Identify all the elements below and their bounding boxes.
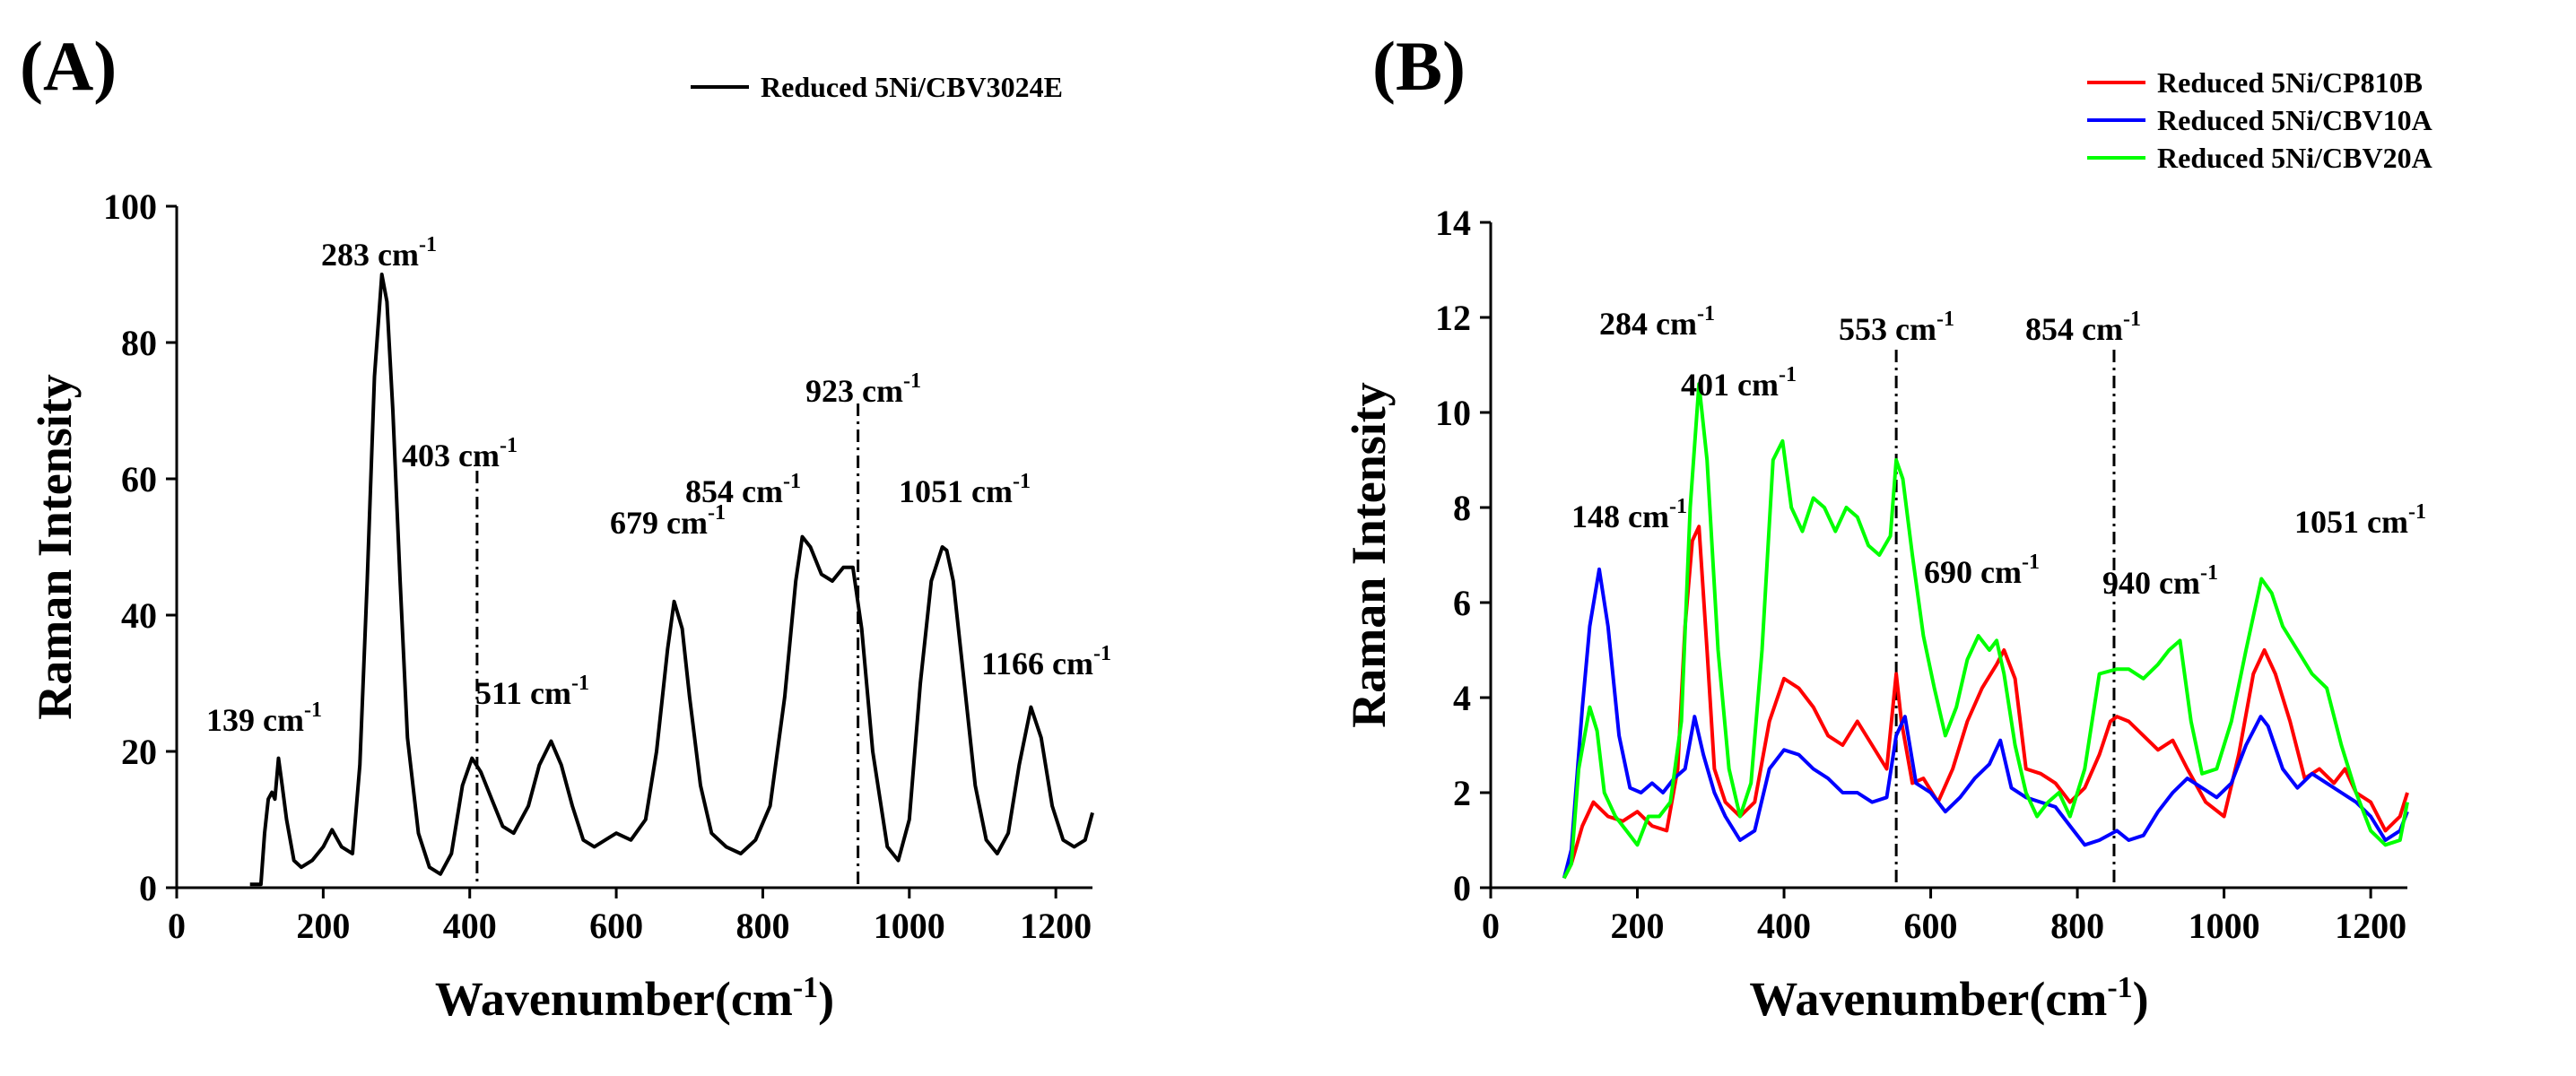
panelB-peak-annotation: 553 cm-1 — [1839, 308, 1954, 347]
panelB-y-tick-label: 4 — [1453, 678, 1471, 718]
panelB-x-tick-label: 0 — [1482, 906, 1500, 946]
panelA-peak-annotation: 679 cm-1 — [610, 501, 726, 541]
panelB-x-tick-label: 600 — [1904, 906, 1958, 946]
panelA-x-tick-label: 1200 — [1020, 906, 1092, 946]
panelB-peak-annotation: 284 cm-1 — [1599, 302, 1715, 342]
panelB-y-tick-label: 8 — [1453, 488, 1471, 528]
panelA-y-tick-label: 20 — [121, 732, 157, 772]
panelB-legend-label-1: Reduced 5Ni/CP810B — [2157, 66, 2423, 99]
panelA-series-line-1 — [249, 273, 1094, 887]
panelB-legend-label-3: Reduced 5Ni/CBV20A — [2157, 142, 2432, 174]
panelA-x-tick-label: 1000 — [874, 906, 945, 946]
panelB-label: (B) — [1372, 27, 1466, 105]
panelB-y-tick-label: 10 — [1435, 393, 1471, 433]
panelB-series-line-3 — [1562, 382, 2409, 880]
panelB-legend-label-2: Reduced 5Ni/CBV10A — [2157, 104, 2432, 136]
panelA-peak-annotation: 1051 cm-1 — [899, 470, 1031, 509]
panelB-peak-annotation: 401 cm-1 — [1681, 363, 1797, 403]
panelA-peak-annotation: 511 cm-1 — [475, 672, 589, 711]
panelA-y-tick-label: 60 — [121, 459, 157, 499]
panelA-peak-annotation: 854 cm-1 — [685, 470, 801, 509]
panelA-peak-annotation: 1166 cm-1 — [981, 642, 1111, 681]
panelA-y-axis-title: Raman Intensity — [28, 374, 82, 720]
panelB-x-tick-label: 800 — [2050, 906, 2104, 946]
panelA-y-tick-label: 80 — [121, 323, 157, 363]
panelB-y-tick-label: 2 — [1453, 773, 1471, 813]
panelA-peak-annotation: 139 cm-1 — [206, 699, 322, 738]
panelB-peak-annotation: 854 cm-1 — [2025, 308, 2141, 347]
panelA-legend-label-1: Reduced 5Ni/CBV3024E — [761, 71, 1063, 103]
panelB-y-axis-title: Raman Intensity — [1342, 382, 1396, 728]
panelB-peak-annotation: 148 cm-1 — [1571, 495, 1687, 534]
panelA-y-tick-label: 40 — [121, 595, 157, 636]
panelB-series-line-1 — [1562, 525, 2409, 880]
panelB-x-tick-label: 200 — [1611, 906, 1665, 946]
panelB-y-tick-label: 12 — [1435, 298, 1471, 338]
panelB-peak-annotation: 690 cm-1 — [1924, 551, 2040, 590]
panelB-x-tick-label: 1200 — [2335, 906, 2406, 946]
panelB-y-tick-label: 14 — [1435, 203, 1471, 243]
panelA-x-tick-label: 800 — [735, 906, 789, 946]
panelB-x-axis-title: Wavenumber(cm-1) — [1749, 971, 2148, 1026]
panelA-label: (A) — [20, 27, 117, 105]
panelB-y-tick-label: 0 — [1453, 868, 1471, 908]
panelB-y-tick-label: 6 — [1453, 583, 1471, 623]
panelB-x-tick-label: 1000 — [2189, 906, 2260, 946]
panelA-peak-annotation: 283 cm-1 — [321, 233, 437, 273]
panelB-peak-annotation: 1051 cm-1 — [2294, 500, 2426, 540]
panelA-x-tick-label: 400 — [443, 906, 497, 946]
panelA-x-axis-title: Wavenumber(cm-1) — [435, 971, 834, 1026]
panelB-peak-annotation: 940 cm-1 — [2102, 561, 2218, 601]
panelA-y-tick-label: 100 — [103, 187, 157, 227]
panelA-x-tick-label: 600 — [589, 906, 643, 946]
panelA-peak-annotation: 923 cm-1 — [805, 369, 921, 409]
panelA-x-tick-label: 200 — [296, 906, 350, 946]
panelB-x-tick-label: 400 — [1757, 906, 1811, 946]
panelA-y-tick-label: 0 — [139, 868, 157, 908]
panelA-peak-annotation: 403 cm-1 — [402, 434, 518, 473]
panelA-x-tick-label: 0 — [168, 906, 186, 946]
